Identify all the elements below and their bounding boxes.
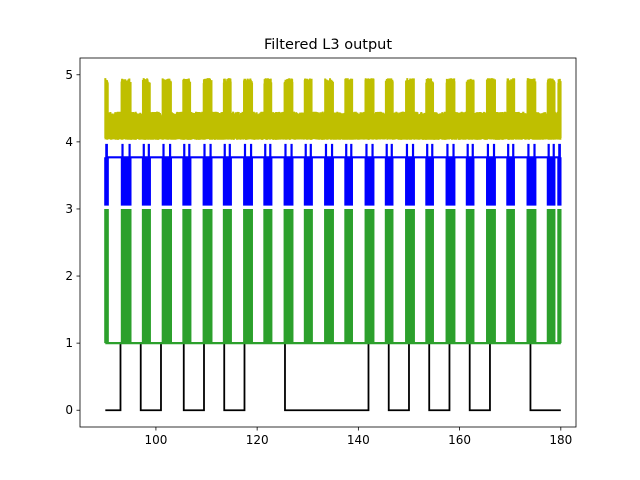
y-tick-label: 5 (65, 68, 73, 82)
series-line-3 (104, 143, 562, 206)
series-line-2 (104, 208, 562, 345)
x-tick-label: 180 (549, 433, 572, 447)
axes: 100 120 140 160 180 0 1 2 3 4 5 (65, 57, 577, 447)
x-tick-label: 100 (144, 433, 167, 447)
y-tick-label: 1 (65, 336, 73, 350)
y-tick-label: 4 (65, 135, 73, 149)
plot-area (104, 78, 562, 412)
axes-frame (79, 57, 577, 428)
y-tick-label: 0 (65, 403, 73, 417)
y-tick-label: 3 (65, 202, 73, 216)
chart-title: Filtered L3 output (264, 37, 392, 53)
x-tick-label: 140 (347, 433, 370, 447)
x-tick-label: 120 (246, 433, 269, 447)
series-line-4 (104, 78, 562, 140)
y-tick-label: 2 (65, 269, 73, 283)
x-tick-label: 160 (448, 433, 471, 447)
series-line-1 (105, 342, 561, 412)
